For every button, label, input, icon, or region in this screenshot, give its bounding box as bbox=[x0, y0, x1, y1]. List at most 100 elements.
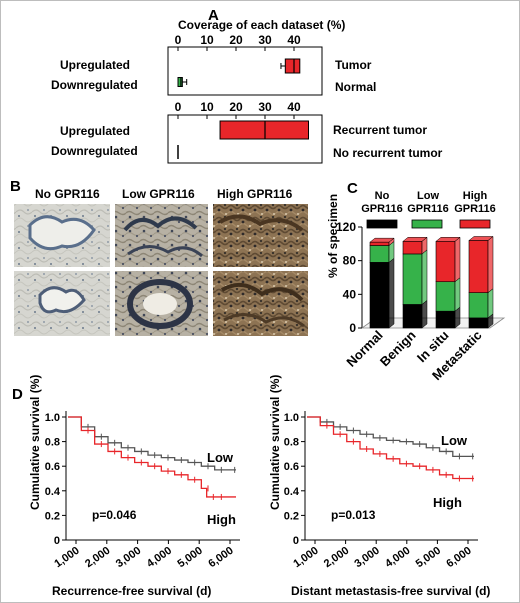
panel-a-top-box bbox=[284, 58, 301, 74]
panel-a-tick-label: 40 bbox=[287, 100, 301, 114]
km-xtick-label: 5,000 bbox=[175, 545, 204, 571]
panel-a-tick-label: 30 bbox=[258, 100, 272, 114]
panel-c-legend bbox=[366, 219, 491, 229]
panel-c-legend-swatch bbox=[366, 219, 398, 229]
panel-b-col3-label: High GPR116 bbox=[217, 187, 293, 201]
panel-d-right-plot: 1,000 2,000 3,000 4,000 5,000 6,000 0 0.2 0.4 0.6… bbox=[284, 411, 478, 570]
panel-d-left-low-label: Low bbox=[207, 450, 233, 465]
km-low-curve bbox=[68, 416, 236, 471]
panel-c-bar-top bbox=[468, 236, 494, 241]
panel-c-bar-segment bbox=[369, 262, 390, 329]
panel-letter-c: C bbox=[347, 180, 358, 197]
panel-c-bar-side bbox=[454, 236, 461, 283]
panel-a-top-row1-label: Upregulated bbox=[60, 58, 131, 72]
panel-c-ytick-label: 0 bbox=[349, 321, 356, 335]
panel-d-right-xlabel: Distant metastasis-free survival (d) bbox=[291, 584, 491, 598]
km-xtick-label: 3,000 bbox=[114, 545, 143, 571]
km-xtick-label: 6,000 bbox=[206, 545, 235, 571]
panel-c-bar-side bbox=[487, 288, 494, 319]
panel-letter-d: D bbox=[12, 386, 23, 403]
panel-b-col1-label: No GPR116 bbox=[35, 187, 100, 201]
panel-a-bottom-boxes bbox=[177, 120, 309, 159]
panel-a-tick-label: 10 bbox=[200, 33, 214, 47]
panel-c-legend-swatch bbox=[411, 219, 443, 229]
panel-c-ytick-label: 80 bbox=[343, 254, 357, 268]
panel-a-top-row1-right: Tumor bbox=[335, 58, 372, 72]
panel-a-bottom-row1-right: Recurrent tumor bbox=[333, 123, 428, 137]
km-xtick-label: 4,000 bbox=[383, 545, 412, 571]
panel-b-col2-label: Low GPR116 bbox=[122, 187, 195, 201]
panel-a-tick-label: 20 bbox=[229, 33, 243, 47]
panel-a-top-box bbox=[177, 77, 183, 87]
panel-b-micrograph-no-bottom bbox=[14, 271, 110, 336]
panel-d-left-high-label: High bbox=[207, 512, 236, 527]
panel-b-micrograph-high-bottom bbox=[213, 271, 308, 336]
km-ytick-label: 0.2 bbox=[45, 510, 60, 522]
panel-a-tick-label: 30 bbox=[258, 33, 272, 47]
panel-b-micrograph-low-bottom bbox=[115, 271, 208, 336]
panel-a-top-boxes bbox=[177, 58, 301, 87]
panel-c-bar-side bbox=[388, 257, 395, 329]
km-high-curve bbox=[68, 416, 236, 498]
panel-c-legend-label-high: High GPR116 bbox=[454, 190, 496, 215]
km-xtick-label: 5,000 bbox=[414, 545, 443, 571]
panel-c-bar-segment bbox=[369, 241, 390, 246]
km-ytick-label: 0.4 bbox=[284, 486, 300, 498]
panel-a-bottom-row2-label: Downregulated bbox=[51, 144, 138, 158]
panel-a-tick-label: 10 bbox=[200, 100, 214, 114]
km-ytick-label: 0.4 bbox=[45, 486, 61, 498]
panel-c-ytick-label: 40 bbox=[343, 287, 357, 301]
panel-c-bar-side bbox=[487, 235, 494, 294]
panel-c-ylabel: % of specimen bbox=[326, 193, 340, 278]
panel-c-bar-segment bbox=[402, 241, 423, 255]
panel-letter-b: B bbox=[10, 178, 21, 195]
km-xtick-label: 2,000 bbox=[322, 545, 351, 571]
km-low-curve bbox=[307, 416, 474, 458]
panel-c-legend-label-low: Low GPR116 bbox=[407, 190, 449, 215]
km-ytick-label: 0.6 bbox=[284, 461, 299, 473]
panel-c-category-label: Benign bbox=[377, 327, 419, 369]
panel-c-ytick-label: 120 bbox=[336, 220, 356, 234]
km-ytick-label: 0.6 bbox=[45, 461, 60, 473]
km-ytick-label: 0 bbox=[293, 535, 299, 547]
panel-c-bar-top bbox=[369, 237, 395, 243]
km-ytick-label: 0.8 bbox=[45, 437, 60, 449]
panel-a-bottom-plot-frame bbox=[167, 114, 323, 164]
panel-c-bar-segment bbox=[402, 253, 423, 305]
km-xtick-label: 3,000 bbox=[352, 545, 381, 571]
panel-b-micrograph-low-top bbox=[115, 204, 208, 267]
panel-c-bar-segment bbox=[435, 241, 456, 283]
panel-c-bar-side bbox=[421, 299, 428, 329]
panel-a-bottom-box bbox=[219, 120, 309, 140]
panel-a-tick-label: 0 bbox=[175, 100, 182, 114]
km-ytick-label: 0.8 bbox=[284, 437, 299, 449]
panel-d-right-low-label: Low bbox=[441, 433, 467, 448]
panel-c-bar-side bbox=[421, 249, 428, 305]
km-xtick-label: 4,000 bbox=[145, 545, 174, 571]
km-high-curve bbox=[307, 416, 474, 480]
panel-c-bar-segment bbox=[468, 240, 489, 293]
panel-b-micrograph-high-top bbox=[213, 204, 308, 267]
panel-a-tick-label: 40 bbox=[287, 33, 301, 47]
panel-c-bar-top bbox=[402, 237, 428, 242]
panel-a-top-plot-frame bbox=[167, 46, 323, 96]
panel-a-tick-marks bbox=[177, 47, 295, 119]
km-ytick-label: 1.0 bbox=[284, 412, 299, 424]
panel-d-right-pvalue: p=0.013 bbox=[331, 508, 376, 522]
panel-a-tick-label: 20 bbox=[229, 100, 243, 114]
panel-b-micrograph-no-top bbox=[14, 204, 110, 267]
panel-d-left-xlabel: Recurrence-free survival (d) bbox=[52, 584, 212, 598]
panel-c-bar-segment bbox=[369, 245, 390, 263]
km-ytick-label: 1.0 bbox=[45, 412, 60, 424]
panel-a-title: Coverage of each dataset (%) bbox=[178, 18, 346, 32]
panel-a-top-row2-right: Normal bbox=[335, 80, 377, 94]
panel-c-bar-top bbox=[435, 237, 461, 242]
km-ytick-label: 0 bbox=[54, 535, 60, 547]
panel-c-bar-segment bbox=[468, 292, 489, 319]
panel-a-bottom-row2-right: No recurrent tumor bbox=[333, 146, 443, 160]
panel-d-left-pvalue: p=0.046 bbox=[92, 508, 137, 522]
panel-c-bar-segment bbox=[402, 304, 423, 329]
km-xtick-label: 2,000 bbox=[83, 545, 112, 571]
